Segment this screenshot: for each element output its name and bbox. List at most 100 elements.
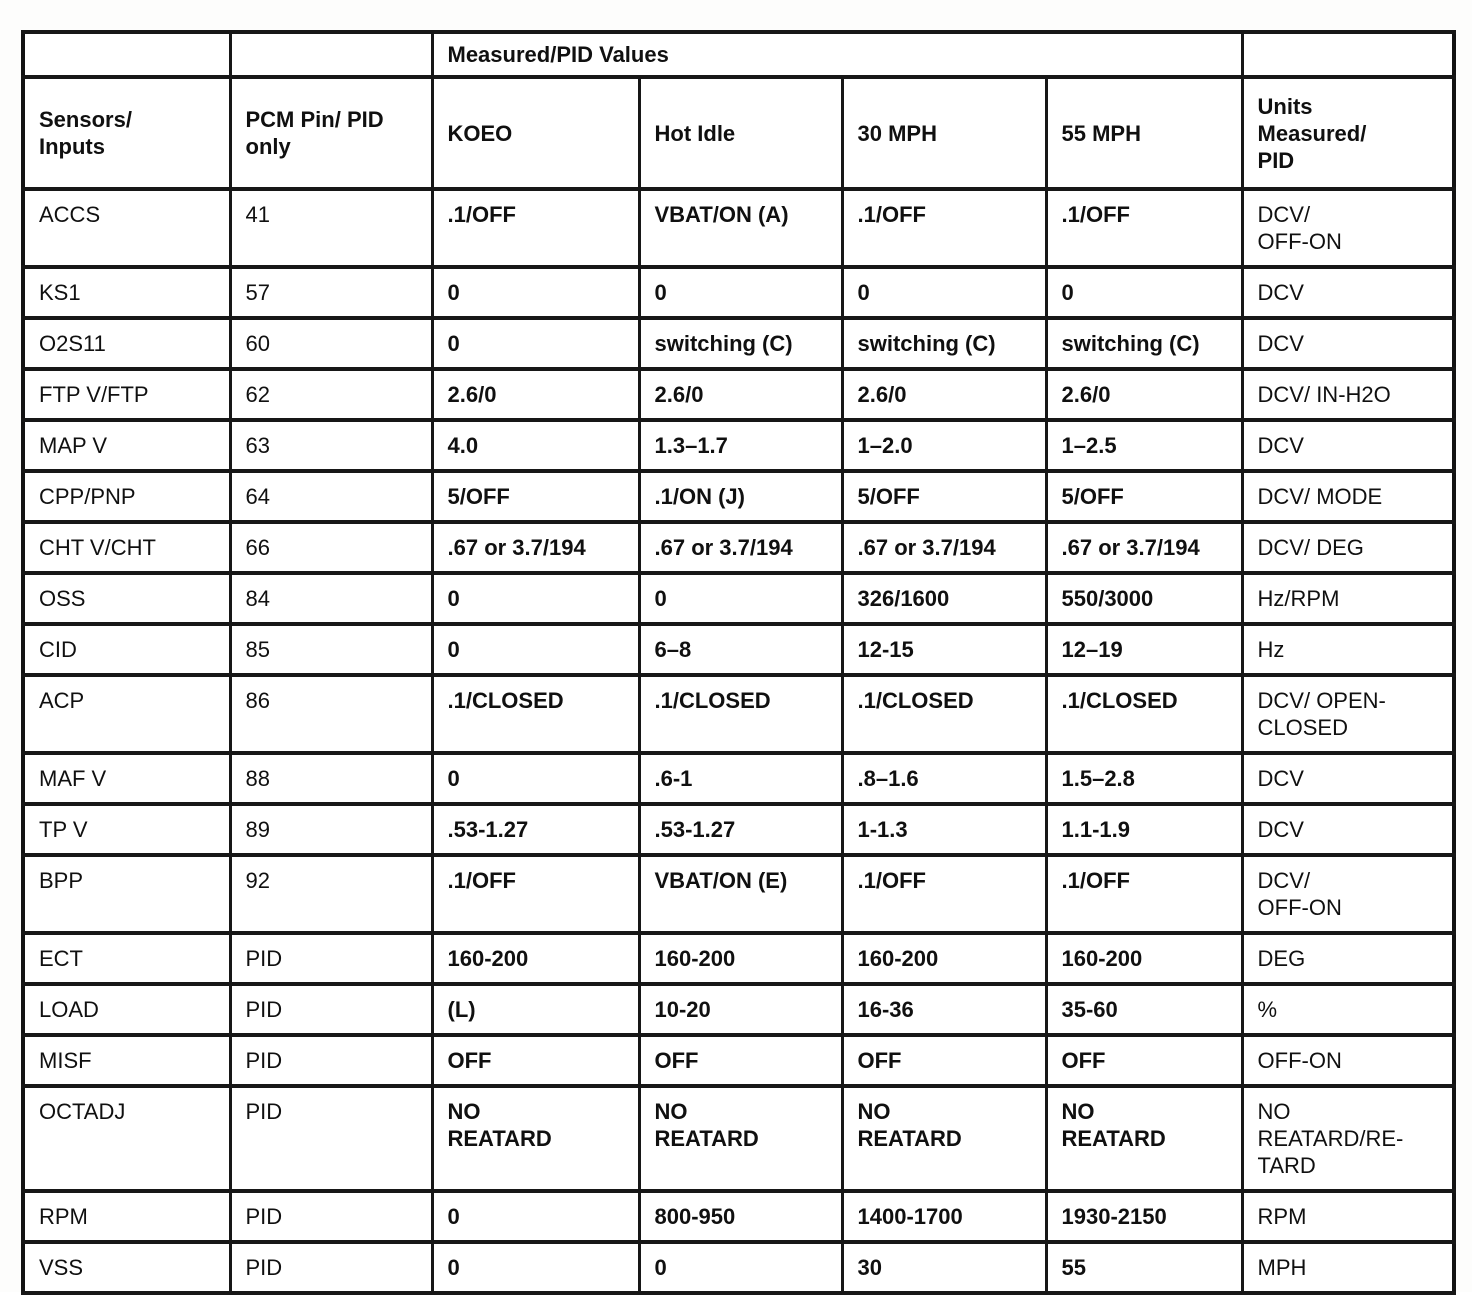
col-header-hot-idle: Hot Idle xyxy=(637,75,844,191)
pcm-pin-cell: 63 xyxy=(228,418,434,473)
55mph-value-cell: .1/CLOSED xyxy=(1044,673,1244,755)
55mph-value-cell: .1/OFF xyxy=(1044,853,1244,935)
55mph-value-cell: 1.5–2.8 xyxy=(1044,751,1244,806)
empty-header-cell xyxy=(21,30,232,79)
table-row: ACP 86.1/CLOSED .1/CLOSED .1/CLOSED .1/CLOSE… xyxy=(21,673,1456,755)
30mph-value-cell: NO REATARD xyxy=(840,1084,1048,1193)
koeo-value-cell: OFF xyxy=(430,1033,641,1088)
55mph-value-cell: .1/OFF xyxy=(1044,187,1244,269)
hot-idle-value-cell: 0 xyxy=(637,265,844,320)
table-row: ACCS 41.1/OFF VBAT/ON (A) .1/OFF .1/OFF DCV/ … xyxy=(21,187,1456,269)
col-header-55mph: 55 MPH xyxy=(1044,75,1244,191)
hot-idle-value-cell: 800-950 xyxy=(637,1189,844,1244)
30mph-value-cell: 1-1.3 xyxy=(840,802,1048,857)
pcm-pin-cell: 85 xyxy=(228,622,434,677)
koeo-value-cell: .1/OFF xyxy=(430,187,641,269)
units-cell: Hz xyxy=(1240,622,1456,677)
pcm-pin-cell: PID xyxy=(228,1240,434,1295)
hot-idle-value-cell: .53-1.27 xyxy=(637,802,844,857)
pcm-pin-cell: PID xyxy=(228,1033,434,1088)
55mph-value-cell: 55 xyxy=(1044,1240,1244,1295)
koeo-value-cell: .1/CLOSED xyxy=(430,673,641,755)
55mph-value-cell: 12–19 xyxy=(1044,622,1244,677)
sensor-name-cell: MAF V xyxy=(21,751,232,806)
table-row: BPP 92.1/OFF VBAT/ON (E) .1/OFF .1/OFF DCV/ O… xyxy=(21,853,1456,935)
koeo-value-cell: 2.6/0 xyxy=(430,367,641,422)
units-cell: DEG xyxy=(1240,931,1456,986)
table-row: MISF PID OFF OFF OFF OFF OFF-ON xyxy=(21,1033,1456,1088)
30mph-value-cell: OFF xyxy=(840,1033,1048,1088)
30mph-value-cell: 30 xyxy=(840,1240,1048,1295)
hot-idle-value-cell: VBAT/ON (E) xyxy=(637,853,844,935)
55mph-value-cell: OFF xyxy=(1044,1033,1244,1088)
table-row: ECT PID 160-200 160-200 160-200 160-200 DEG xyxy=(21,931,1456,986)
koeo-value-cell: 0 xyxy=(430,265,641,320)
table-row: TP V 89.53-1.27.53-1.27 1-1.3 1.1-1.9 DCV xyxy=(21,802,1456,857)
55mph-value-cell: 35-60 xyxy=(1044,982,1244,1037)
units-cell: DCV/ OFF-ON xyxy=(1240,853,1456,935)
table-row: VSS PID 0 0 30 55 MPH xyxy=(21,1240,1456,1295)
hot-idle-value-cell: .6-1 xyxy=(637,751,844,806)
sensor-name-cell: CPP/PNP xyxy=(21,469,232,524)
table-row: MAF V 88 0.6-1.8–1.6 1.5–2.8 DCV xyxy=(21,751,1456,806)
55mph-value-cell: switching (C) xyxy=(1044,316,1244,371)
empty-header-cell xyxy=(1240,30,1456,79)
units-cell: DCV xyxy=(1240,265,1456,320)
group-header-row: Measured/PID Values xyxy=(21,30,1456,79)
pcm-pin-cell: 88 xyxy=(228,751,434,806)
units-cell: DCV xyxy=(1240,316,1456,371)
pcm-pin-cell: 92 xyxy=(228,853,434,935)
units-cell: MPH xyxy=(1240,1240,1456,1295)
sensor-name-cell: RPM xyxy=(21,1189,232,1244)
pcm-pin-cell: 62 xyxy=(228,367,434,422)
sensor-name-cell: KS1 xyxy=(21,265,232,320)
55mph-value-cell: 5/OFF xyxy=(1044,469,1244,524)
30mph-value-cell: 326/1600 xyxy=(840,571,1048,626)
table-row: LOAD PID (L) 10-20 16-36 35-60% xyxy=(21,982,1456,1037)
hot-idle-value-cell: OFF xyxy=(637,1033,844,1088)
column-header-row: Sensors/ Inputs PCM Pin/ PID only KOEO H… xyxy=(21,75,1456,191)
koeo-value-cell: 160-200 xyxy=(430,931,641,986)
koeo-value-cell: 0 xyxy=(430,751,641,806)
30mph-value-cell: switching (C) xyxy=(840,316,1048,371)
table-body: ACCS 41.1/OFF VBAT/ON (A) .1/OFF .1/OFF DCV/ … xyxy=(21,187,1456,1295)
koeo-value-cell: 0 xyxy=(430,1189,641,1244)
sensor-name-cell: ACP xyxy=(21,673,232,755)
hot-idle-value-cell: NO REATARD xyxy=(637,1084,844,1193)
units-cell: Hz/RPM xyxy=(1240,571,1456,626)
table-row: OCTADJ PID NO REATARD NO REATARD NO REATARD N… xyxy=(21,1084,1456,1193)
units-cell: DCV/ OPEN- CLOSED xyxy=(1240,673,1456,755)
sensor-name-cell: CHT V/CHT xyxy=(21,520,232,575)
koeo-value-cell: .67 or 3.7/194 xyxy=(430,520,641,575)
30mph-value-cell: 5/OFF xyxy=(840,469,1048,524)
sensor-name-cell: ECT xyxy=(21,931,232,986)
sensor-name-cell: ACCS xyxy=(21,187,232,269)
hot-idle-value-cell: switching (C) xyxy=(637,316,844,371)
table-row: MAP V 63 4.0 1.3–1.7 1–2.0 1–2.5 DCV xyxy=(21,418,1456,473)
30mph-value-cell: 160-200 xyxy=(840,931,1048,986)
units-cell: DCV/ OFF-ON xyxy=(1240,187,1456,269)
units-cell: DCV xyxy=(1240,802,1456,857)
sensor-name-cell: OCTADJ xyxy=(21,1084,232,1193)
55mph-value-cell: 550/3000 xyxy=(1044,571,1244,626)
col-header-30mph: 30 MPH xyxy=(840,75,1048,191)
sensor-name-cell: MISF xyxy=(21,1033,232,1088)
55mph-value-cell: 0 xyxy=(1044,265,1244,320)
30mph-value-cell: 2.6/0 xyxy=(840,367,1048,422)
55mph-value-cell: 1–2.5 xyxy=(1044,418,1244,473)
col-header-sensors-inputs: Sensors/ Inputs xyxy=(21,75,232,191)
55mph-value-cell: NO REATARD xyxy=(1044,1084,1244,1193)
30mph-value-cell: .1/CLOSED xyxy=(840,673,1048,755)
koeo-value-cell: 0 xyxy=(430,316,641,371)
30mph-value-cell: .1/OFF xyxy=(840,853,1048,935)
55mph-value-cell: .67 or 3.7/194 xyxy=(1044,520,1244,575)
hot-idle-value-cell: .67 or 3.7/194 xyxy=(637,520,844,575)
koeo-value-cell: 5/OFF xyxy=(430,469,641,524)
units-cell: DCV xyxy=(1240,751,1456,806)
hot-idle-value-cell: 0 xyxy=(637,571,844,626)
pcm-pin-cell: 57 xyxy=(228,265,434,320)
30mph-value-cell: .8–1.6 xyxy=(840,751,1048,806)
55mph-value-cell: 160-200 xyxy=(1044,931,1244,986)
pcm-pin-cell: 60 xyxy=(228,316,434,371)
